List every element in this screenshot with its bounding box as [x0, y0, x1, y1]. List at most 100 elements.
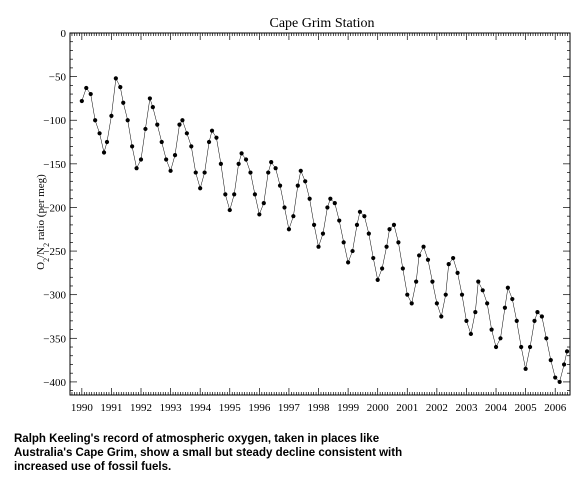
data-point [337, 218, 342, 223]
data-point [311, 222, 317, 228]
data-point [223, 192, 228, 197]
data-point [514, 318, 519, 323]
y-tick-label: 0 [61, 28, 67, 40]
data-point [261, 200, 266, 206]
data-point [455, 270, 460, 275]
x-tick-label: 2006 [544, 402, 567, 414]
data-point [366, 231, 371, 236]
data-point [266, 170, 271, 175]
data-point [218, 161, 223, 166]
data-points [79, 76, 570, 385]
data-point [172, 153, 178, 158]
x-tick-label: 2004 [485, 402, 508, 414]
x-tick-label: 1992 [130, 402, 152, 414]
data-point [400, 266, 405, 271]
y-tick-label: −300 [43, 290, 66, 302]
data-point [118, 84, 123, 90]
data-point [198, 186, 203, 191]
data-point [421, 244, 426, 249]
data-point [291, 214, 296, 219]
data-point [236, 161, 241, 166]
data-point [414, 279, 419, 284]
chart: Cape Grim Station O2/N2 ratio (per meg) … [35, 16, 571, 414]
x-tick-label: 2005 [515, 402, 538, 414]
data-point [113, 76, 118, 81]
x-tick-label: 1994 [189, 402, 212, 414]
y-tick-label: −100 [43, 115, 66, 127]
data-point [357, 209, 363, 214]
data-point [350, 248, 355, 254]
plot-frame [69, 32, 571, 396]
data-point [391, 222, 397, 228]
data-point [303, 179, 308, 184]
data-point [134, 166, 139, 171]
data-point [84, 85, 89, 91]
data-point [209, 128, 215, 133]
data-point [189, 144, 194, 149]
data-point [468, 331, 473, 337]
x-tick-label: 2001 [396, 402, 418, 414]
y-tick-label: −200 [43, 202, 66, 214]
data-point [143, 126, 148, 132]
tick-labels: 1990 1991 1992 1993 1994 1995 1996 1997 1998 1999… [43, 28, 566, 414]
data-point [130, 144, 135, 149]
data-point [193, 170, 198, 175]
x-tick-label: 1998 [308, 402, 331, 414]
data-point [93, 118, 98, 123]
data-point [362, 214, 367, 219]
data-point [138, 157, 144, 162]
data-point [307, 196, 312, 201]
data-point [101, 150, 107, 155]
data-point [202, 170, 207, 175]
data-point [341, 240, 346, 245]
data-point [459, 292, 465, 297]
data-point [446, 262, 451, 267]
data-point [109, 113, 114, 118]
x-tick-label: 2000 [367, 402, 390, 414]
data-point [325, 205, 330, 210]
data-point [104, 139, 110, 145]
data-point [88, 91, 93, 97]
data-point [387, 227, 392, 232]
x-tick-label: 2003 [455, 402, 478, 414]
data-point [371, 255, 376, 261]
series-line [81, 77, 568, 383]
data-point [332, 200, 337, 206]
chart-title: Cape Grim Station [270, 16, 375, 31]
data-point [155, 122, 160, 127]
data-point [125, 118, 130, 123]
data-point [147, 96, 152, 101]
data-point [502, 305, 508, 310]
data-point [227, 207, 232, 213]
y-tick-label: −350 [43, 333, 66, 345]
data-point [269, 159, 274, 165]
data-point [443, 292, 448, 297]
data-point [535, 310, 540, 315]
data-point [519, 344, 524, 350]
data-point [425, 257, 431, 262]
data-point [97, 131, 102, 136]
data-point [79, 98, 84, 104]
data-point [380, 266, 385, 271]
ticks [70, 32, 571, 395]
data-point [476, 279, 481, 284]
data-point [405, 292, 410, 297]
data-point [473, 310, 478, 315]
data-point [239, 151, 244, 156]
data-point [286, 227, 292, 232]
data-point [159, 139, 164, 145]
x-tick-label: 1991 [100, 402, 122, 414]
data-point [354, 222, 360, 228]
data-point [295, 183, 300, 188]
data-point [451, 255, 456, 261]
data-point [184, 131, 189, 136]
data-point [434, 301, 439, 306]
data-point [164, 157, 169, 162]
data-point [150, 105, 155, 110]
axes [69, 32, 571, 396]
x-tick-label: 1993 [160, 402, 183, 414]
data-point [485, 301, 490, 306]
data-point [282, 205, 287, 210]
data-point [346, 260, 351, 265]
data-point [320, 231, 326, 236]
